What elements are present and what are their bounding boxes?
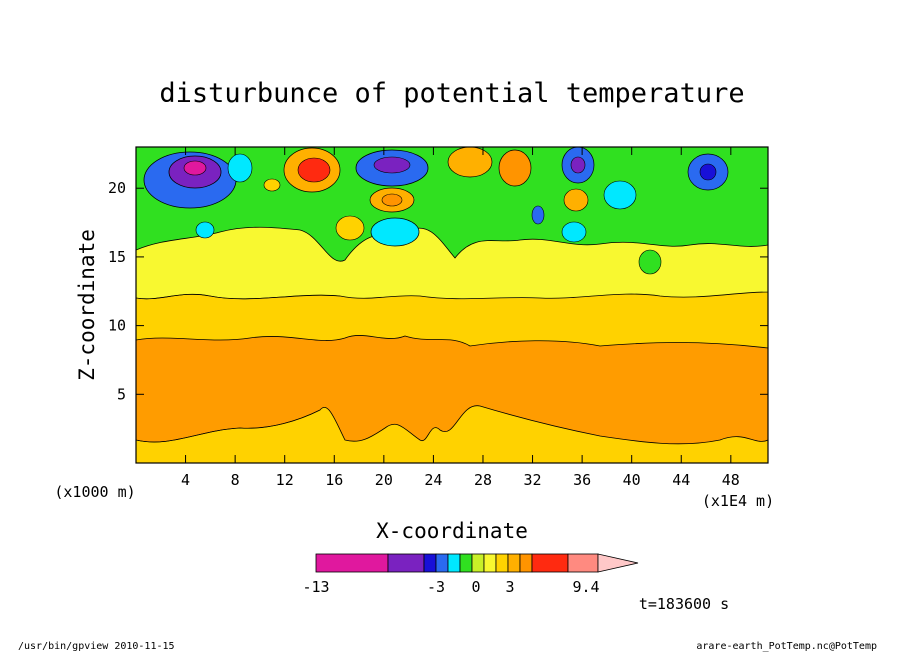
x-tick-label: 44 [672, 471, 690, 489]
x-axis-label: X-coordinate [376, 519, 528, 543]
x-tick-label: 48 [722, 471, 740, 489]
x-axis: 4 8 12 16 20 24 28 32 36 40 44 48 [181, 147, 740, 489]
time-label: t=183600 s [639, 595, 729, 613]
colorbar-cell [519, 553, 533, 573]
colorbar-cell [423, 553, 437, 573]
colorbar-cell [531, 553, 569, 573]
colorbar [315, 553, 639, 573]
colorbar-cell [387, 553, 425, 573]
colorbar-cell [315, 553, 389, 573]
x-tick-label: 4 [181, 471, 190, 489]
colorbar-cell [447, 553, 461, 573]
colorbar-cell [507, 553, 521, 573]
colorbar-arrow [597, 553, 639, 573]
orange-band [136, 335, 768, 445]
colorbar-cell [567, 553, 599, 573]
colorbar-labels: -13 -3 0 3 9.4 [302, 578, 599, 596]
colorbar-cell [471, 553, 485, 573]
x-tick-label: 32 [524, 471, 542, 489]
x-tick-label: 40 [623, 471, 641, 489]
x-tick-label: 8 [231, 471, 240, 489]
chart-title: disturbunce of potential temperature [159, 78, 744, 109]
x-tick-label: 20 [375, 471, 393, 489]
colorbar-cell [435, 553, 449, 573]
x-unit-right: (x1E4 m) [702, 492, 774, 510]
footer-right: arare-earth_PotTemp.nc@PotTemp [696, 641, 877, 652]
x-tick-label: 24 [424, 471, 442, 489]
y-axis: 5 10 15 20 [108, 179, 768, 403]
colorbar-label: 9.4 [572, 578, 599, 596]
y-tick-label: 10 [108, 317, 126, 335]
footer-left: /usr/bin/gpview 2010-11-15 [18, 641, 175, 652]
plot-frame [135, 146, 769, 464]
x-unit-left: (x1000 m) [54, 483, 135, 501]
colorbar-label: 0 [471, 578, 480, 596]
x-tick-label: 16 [325, 471, 343, 489]
colorbar-cell [483, 553, 497, 573]
y-axis-label: Z-coordinate [75, 229, 99, 381]
y-tick-label: 5 [117, 385, 126, 403]
x-tick-label: 12 [276, 471, 294, 489]
colorbar-label: -3 [427, 578, 445, 596]
x-tick-label: 28 [474, 471, 492, 489]
colorbar-cell [495, 553, 509, 573]
colorbar-cell [459, 553, 473, 573]
colorbar-label: -13 [302, 578, 329, 596]
contour-field [136, 147, 768, 463]
y-tick-label: 15 [108, 248, 126, 266]
y-tick-label: 20 [108, 179, 126, 197]
colorbar-label: 3 [505, 578, 514, 596]
x-tick-label: 36 [573, 471, 591, 489]
